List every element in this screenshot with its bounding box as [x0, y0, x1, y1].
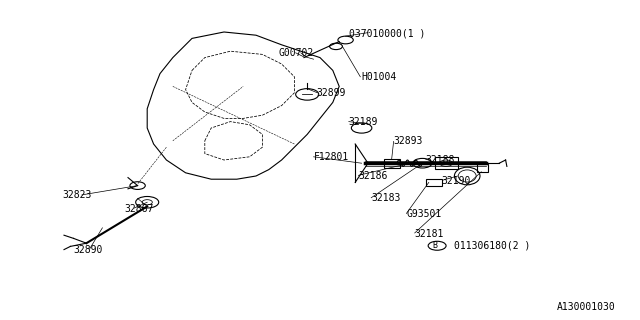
- Text: 32186: 32186: [358, 171, 388, 181]
- Text: 32183: 32183: [371, 193, 401, 204]
- Text: 32890: 32890: [74, 244, 103, 255]
- Text: 32823: 32823: [63, 190, 92, 200]
- Bar: [426, 179, 442, 186]
- Text: B: B: [433, 241, 438, 250]
- Text: G93501: G93501: [406, 209, 442, 220]
- Text: F12801: F12801: [314, 152, 349, 162]
- Text: 32188: 32188: [426, 155, 455, 165]
- Bar: [477, 164, 488, 172]
- Text: 32190: 32190: [442, 176, 471, 186]
- Text: H01004: H01004: [362, 72, 397, 82]
- Text: A130001030: A130001030: [557, 301, 616, 312]
- Text: 32899: 32899: [317, 88, 346, 98]
- Bar: [384, 159, 400, 168]
- Bar: [435, 157, 458, 169]
- Text: 32181: 32181: [415, 228, 444, 239]
- Text: 011306180(2 ): 011306180(2 ): [454, 241, 531, 251]
- Text: 32189: 32189: [349, 117, 378, 127]
- Text: 037010000(1 ): 037010000(1 ): [349, 28, 425, 39]
- Text: G00702: G00702: [278, 48, 314, 58]
- Text: 32893: 32893: [394, 136, 423, 147]
- Text: 32867: 32867: [125, 204, 154, 214]
